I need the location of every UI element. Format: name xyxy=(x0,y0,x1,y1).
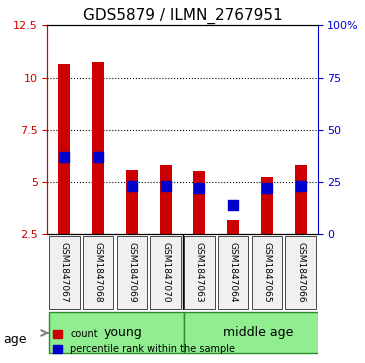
Text: GSM1847069: GSM1847069 xyxy=(127,242,137,302)
Text: GSM1847067: GSM1847067 xyxy=(60,242,69,302)
Point xyxy=(95,154,101,160)
Bar xyxy=(58,64,70,234)
Bar xyxy=(126,170,138,234)
Point xyxy=(61,154,67,160)
Text: GSM1847063: GSM1847063 xyxy=(195,242,204,302)
Text: middle age: middle age xyxy=(223,326,294,339)
FancyBboxPatch shape xyxy=(83,236,113,309)
FancyBboxPatch shape xyxy=(285,236,316,309)
FancyBboxPatch shape xyxy=(184,313,319,354)
Point xyxy=(230,202,236,208)
Text: GSM1847070: GSM1847070 xyxy=(161,242,170,302)
FancyBboxPatch shape xyxy=(252,236,282,309)
Bar xyxy=(193,171,205,234)
Legend: count, percentile rank within the sample: count, percentile rank within the sample xyxy=(49,326,239,358)
Text: GSM1847068: GSM1847068 xyxy=(93,242,103,302)
FancyBboxPatch shape xyxy=(218,236,248,309)
FancyBboxPatch shape xyxy=(150,236,181,309)
Point xyxy=(196,185,202,191)
Text: GSM1847064: GSM1847064 xyxy=(228,242,238,302)
Bar xyxy=(261,178,273,234)
FancyBboxPatch shape xyxy=(49,236,80,309)
Text: age: age xyxy=(4,333,27,346)
Bar xyxy=(227,220,239,234)
Text: GSM1847065: GSM1847065 xyxy=(262,242,272,302)
Bar xyxy=(295,165,307,234)
Point xyxy=(129,183,135,189)
FancyBboxPatch shape xyxy=(49,313,184,354)
FancyBboxPatch shape xyxy=(117,236,147,309)
Point xyxy=(298,183,304,189)
Text: GSM1847066: GSM1847066 xyxy=(296,242,305,302)
Point xyxy=(163,183,169,189)
Title: GDS5879 / ILMN_2767951: GDS5879 / ILMN_2767951 xyxy=(83,8,282,24)
Text: young: young xyxy=(104,326,143,339)
Bar xyxy=(160,165,172,234)
Bar xyxy=(92,62,104,234)
Point xyxy=(264,185,270,191)
FancyBboxPatch shape xyxy=(184,236,215,309)
